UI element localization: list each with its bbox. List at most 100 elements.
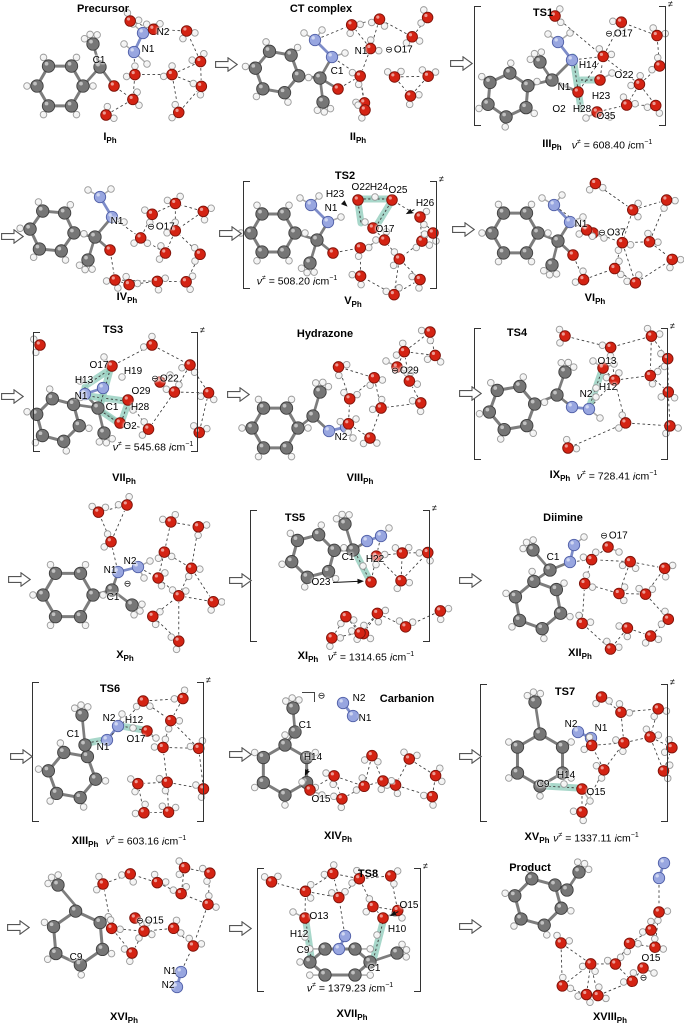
- atom-label-text: O15: [144, 915, 164, 927]
- freq-part: −1: [406, 651, 415, 658]
- panel-xiv-ph: Carbanion ⊖ N2 N1 C1 H14 O15 XIVPh: [225, 670, 460, 850]
- atom-label-h22: H22: [366, 555, 384, 565]
- atom-label-text: N1: [103, 565, 117, 576]
- atom-label-text: N1: [557, 82, 571, 93]
- panel-title: Product: [509, 862, 551, 874]
- freq-part: i: [168, 441, 172, 454]
- freq-part: i: [389, 651, 393, 664]
- freq-part: ν: [105, 835, 111, 848]
- atom-layer: [40, 857, 220, 994]
- panel-vi-ph: N1 ⊖O37 VIPh: [460, 165, 684, 320]
- atom-label-text: N1: [358, 713, 372, 724]
- atom-label-o22: ⊖O22: [151, 374, 178, 385]
- panel-title: TS5: [284, 512, 306, 524]
- atom-layer: [16, 185, 215, 294]
- atom-label-text: H19: [123, 366, 143, 377]
- panel-caption: XIVPh: [324, 830, 352, 844]
- freq-part: =: [336, 651, 349, 664]
- atom-label-h12: H12: [599, 383, 617, 393]
- atom-label-text: C1: [367, 963, 381, 974]
- molecule-art: [241, 6, 440, 122]
- atom-label-text: O17: [126, 734, 146, 745]
- atom-label-text: O23: [311, 577, 331, 588]
- atom-label-o15: O15: [642, 954, 661, 964]
- atom-label-c1: C1: [547, 553, 560, 563]
- atom-layer: [475, 324, 682, 454]
- neq-superscript: ≠: [432, 503, 437, 513]
- molecule-art: [478, 177, 684, 289]
- minus-charge-icon: ⊖: [147, 221, 155, 232]
- flow-arrow: [459, 385, 483, 406]
- atom-label-text: H14: [556, 770, 576, 781]
- panel-ii-ph: CT complex N1 ⊖O17 C1 IIPh: [225, 0, 460, 165]
- freq-part: =: [585, 470, 598, 483]
- freq-part: ≠: [576, 139, 581, 146]
- neq-superscript: ≠: [670, 677, 675, 687]
- ts-bracket-right: [661, 328, 668, 460]
- panel-viii-ph: Hydrazone ⊖O29 N2 VIIIPh: [225, 320, 460, 490]
- freq-part: ≠: [117, 441, 122, 448]
- caption-subscript: Ph: [127, 296, 138, 306]
- atom-label-n1: N1: [575, 220, 588, 230]
- ts-bracket-right: [197, 682, 204, 822]
- atom-label-text: O17: [608, 530, 628, 542]
- panel-iii-ph: ≠ TS1 ⊖O17 H14 O22 N1 H23 O2 H28 O35 IIIPh ν≠ = 608…: [460, 0, 684, 165]
- freq-part: =: [121, 441, 134, 454]
- molecule-art: [501, 856, 672, 1006]
- atom-label-text: O15: [586, 787, 606, 798]
- atom-label-o35: O35: [597, 112, 616, 122]
- caption-subscript: Ph: [363, 477, 374, 487]
- panel-caption: VIPh: [585, 292, 606, 306]
- ts-bracket-right: [414, 868, 421, 992]
- freq-part: i: [312, 275, 316, 288]
- imaginary-frequency: ν≠ = 603.16 icm−1: [106, 835, 187, 848]
- flow-arrow: [1, 228, 25, 249]
- panel-xviii-ph: Product O15 ⊖ XVIIIPh: [460, 850, 684, 1024]
- atom-label-n2: N2: [580, 390, 593, 400]
- atom-label-c1: C1: [299, 721, 312, 731]
- atom-label-text: C1: [92, 55, 106, 66]
- freq-part: 545.68: [133, 441, 166, 454]
- atom-label-c1: C1: [368, 964, 381, 974]
- atom-label-text: O35: [596, 111, 616, 122]
- atom-layer: [478, 177, 684, 289]
- panel-caption: XPh: [116, 649, 134, 663]
- atom-label-o13: O13: [598, 357, 617, 367]
- flow-arrow: [215, 56, 239, 77]
- freq-part: −1: [178, 835, 187, 842]
- caption-roman: XVIII: [592, 1011, 617, 1023]
- imaginary-frequency: ν≠ = 1379.23 icm−1: [307, 982, 393, 995]
- atom-label-o25: O25: [389, 186, 408, 196]
- caption-roman: VIII: [346, 472, 364, 484]
- caption-roman: XVII: [336, 1008, 358, 1020]
- atom-label-text: H23: [591, 91, 611, 102]
- atom-label-text: O13: [597, 356, 617, 367]
- panel-xv-ph: ≠ TS7 N2 N1 H14 C9 O15 XVPh ν≠ = 1337.11 icm−1: [460, 670, 684, 850]
- atom-label-n1: N1: [359, 714, 372, 724]
- minus-charge-icon: ⊖: [598, 227, 606, 238]
- freq-part: ν: [306, 982, 313, 995]
- freq-part: −1: [385, 982, 394, 989]
- atom-label-n2: N2: [157, 28, 170, 38]
- freq-part: 1337.11: [574, 832, 612, 845]
- atom-label-text: H12: [289, 929, 309, 940]
- neq-superscript: ≠: [668, 0, 673, 9]
- caption-subscript: Ph: [123, 654, 134, 664]
- atom-label-n2: N2: [335, 433, 348, 443]
- freq-part: ν: [112, 441, 118, 454]
- flow-arrow: [219, 225, 243, 246]
- ts-bracket-right: [661, 684, 668, 822]
- freq-part: ≠: [333, 651, 337, 658]
- atom-label-h19: H19: [124, 367, 142, 377]
- atom-label-text: N2: [156, 27, 170, 38]
- atom-label-text: O29: [131, 386, 151, 397]
- atom-label-o17: O17: [90, 361, 109, 371]
- caption-subscript: Ph: [539, 836, 550, 846]
- atom-label-text: O25: [388, 185, 408, 196]
- minus-charge-icon: ⊖: [124, 579, 133, 590]
- atom-label-o22: O22: [615, 71, 634, 81]
- atom-label-n2: N2: [103, 714, 116, 724]
- atom-label-text: N1: [74, 391, 88, 402]
- flow-arrow: [459, 748, 483, 769]
- atom-label-c1: C1: [93, 56, 106, 66]
